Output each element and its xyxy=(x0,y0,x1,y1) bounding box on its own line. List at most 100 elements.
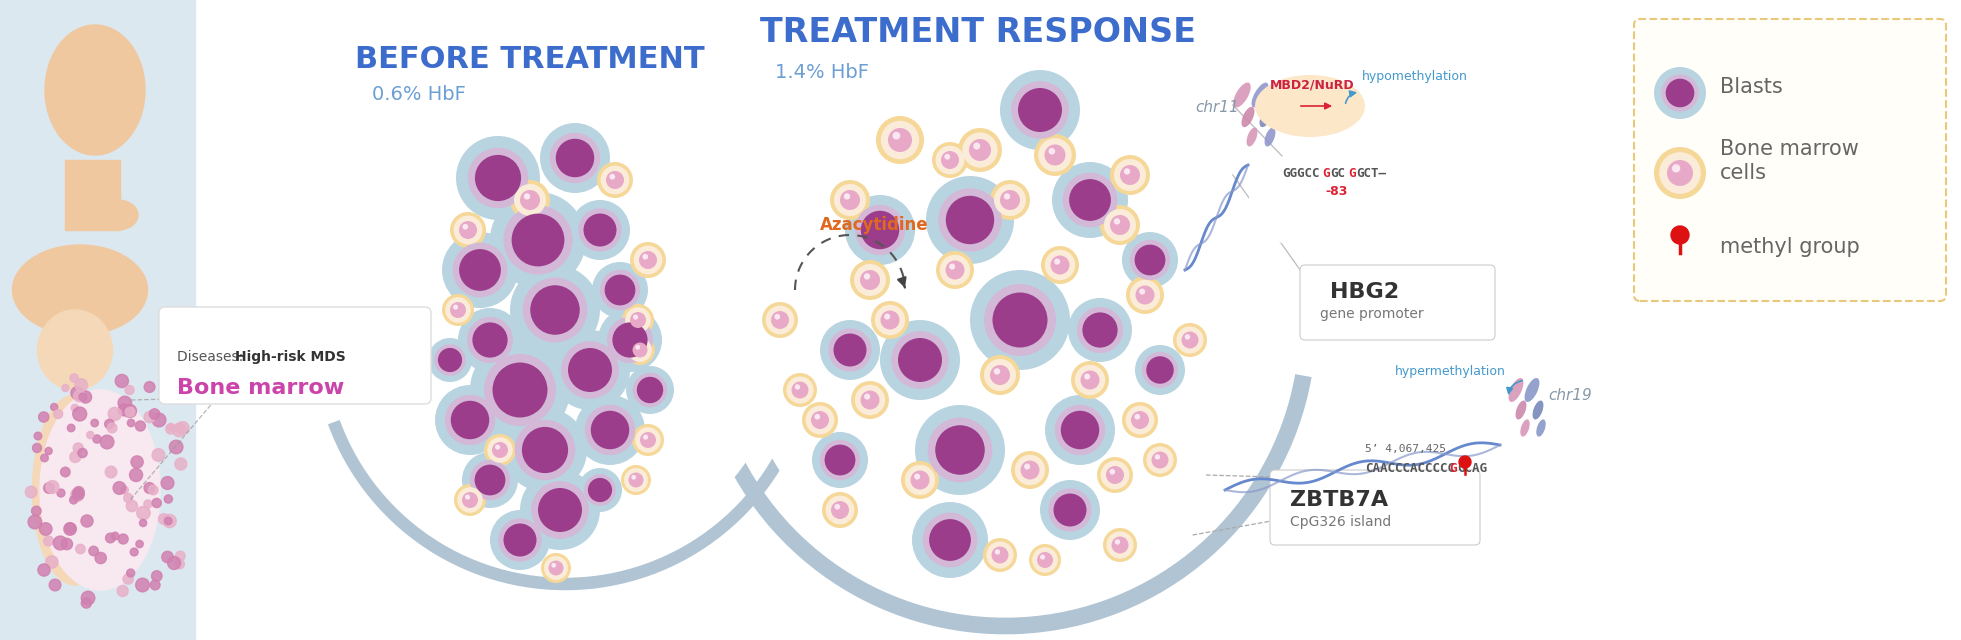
Circle shape xyxy=(890,332,949,388)
Text: Azacytidine: Azacytidine xyxy=(820,216,930,234)
Circle shape xyxy=(1155,454,1161,460)
Ellipse shape xyxy=(1265,127,1275,147)
Circle shape xyxy=(512,214,565,266)
Circle shape xyxy=(624,468,647,492)
Circle shape xyxy=(175,559,184,569)
Circle shape xyxy=(94,552,106,564)
Circle shape xyxy=(935,425,984,475)
Ellipse shape xyxy=(1247,127,1257,147)
Circle shape xyxy=(1063,173,1118,227)
Circle shape xyxy=(982,538,1018,572)
Circle shape xyxy=(888,128,912,152)
Circle shape xyxy=(639,251,657,269)
Circle shape xyxy=(80,598,92,608)
Circle shape xyxy=(610,174,616,180)
Circle shape xyxy=(1126,276,1165,314)
Circle shape xyxy=(459,308,522,372)
Circle shape xyxy=(812,432,869,488)
Circle shape xyxy=(126,407,135,417)
Circle shape xyxy=(114,482,126,494)
Circle shape xyxy=(524,193,529,200)
Circle shape xyxy=(541,553,571,583)
Circle shape xyxy=(1143,443,1177,477)
Circle shape xyxy=(980,355,1020,395)
Circle shape xyxy=(629,312,645,328)
Circle shape xyxy=(453,216,482,244)
Circle shape xyxy=(928,417,992,483)
Circle shape xyxy=(145,381,155,392)
Circle shape xyxy=(135,421,145,431)
Circle shape xyxy=(163,551,173,563)
Circle shape xyxy=(1661,74,1698,112)
Circle shape xyxy=(492,362,547,417)
Circle shape xyxy=(1077,307,1124,353)
Circle shape xyxy=(445,297,471,323)
Circle shape xyxy=(626,307,651,333)
Bar xyxy=(65,160,120,230)
Circle shape xyxy=(1033,134,1077,176)
Circle shape xyxy=(782,373,818,407)
Circle shape xyxy=(575,395,645,465)
Circle shape xyxy=(149,485,159,495)
Circle shape xyxy=(935,145,965,174)
Bar xyxy=(0,0,194,640)
Circle shape xyxy=(637,377,663,403)
Circle shape xyxy=(880,121,920,159)
Circle shape xyxy=(1659,152,1700,194)
Circle shape xyxy=(1151,451,1169,468)
Circle shape xyxy=(153,499,161,508)
Circle shape xyxy=(880,310,900,330)
Ellipse shape xyxy=(1520,419,1530,436)
Text: Bone marrow
cells: Bone marrow cells xyxy=(1720,139,1859,184)
Circle shape xyxy=(514,420,575,480)
Circle shape xyxy=(806,406,833,435)
Circle shape xyxy=(486,437,512,463)
Circle shape xyxy=(633,342,647,358)
Circle shape xyxy=(465,495,471,500)
Circle shape xyxy=(492,442,508,458)
Circle shape xyxy=(861,390,879,410)
Circle shape xyxy=(1667,160,1692,186)
Circle shape xyxy=(457,487,482,513)
Circle shape xyxy=(935,251,975,289)
Ellipse shape xyxy=(1524,378,1539,402)
Circle shape xyxy=(65,523,76,535)
Circle shape xyxy=(1069,179,1110,221)
Circle shape xyxy=(569,348,612,392)
Circle shape xyxy=(1122,402,1159,438)
Circle shape xyxy=(65,523,75,533)
Circle shape xyxy=(457,136,539,220)
Circle shape xyxy=(39,412,49,422)
Circle shape xyxy=(463,452,518,508)
Circle shape xyxy=(635,428,661,453)
Circle shape xyxy=(37,564,51,576)
Circle shape xyxy=(41,454,49,462)
Circle shape xyxy=(124,493,133,502)
Circle shape xyxy=(1049,148,1055,155)
Circle shape xyxy=(1653,67,1706,119)
Circle shape xyxy=(514,184,545,216)
Circle shape xyxy=(71,451,80,463)
Circle shape xyxy=(898,338,941,382)
Circle shape xyxy=(25,486,37,498)
Circle shape xyxy=(765,306,794,334)
Circle shape xyxy=(73,407,86,421)
Circle shape xyxy=(427,338,473,382)
Circle shape xyxy=(631,424,665,456)
Circle shape xyxy=(441,232,518,308)
Text: MBD2/NuRD: MBD2/NuRD xyxy=(1271,78,1355,91)
Circle shape xyxy=(971,270,1071,370)
Circle shape xyxy=(451,401,488,439)
Circle shape xyxy=(984,359,1016,391)
Circle shape xyxy=(118,586,127,596)
Circle shape xyxy=(600,270,639,310)
Circle shape xyxy=(931,142,969,178)
Circle shape xyxy=(833,333,867,367)
Circle shape xyxy=(555,139,594,177)
Circle shape xyxy=(592,262,647,318)
Circle shape xyxy=(1031,547,1057,573)
Circle shape xyxy=(763,302,798,338)
Text: TREATMENT RESPONSE: TREATMENT RESPONSE xyxy=(761,16,1196,49)
Circle shape xyxy=(126,500,137,511)
Circle shape xyxy=(441,294,475,326)
